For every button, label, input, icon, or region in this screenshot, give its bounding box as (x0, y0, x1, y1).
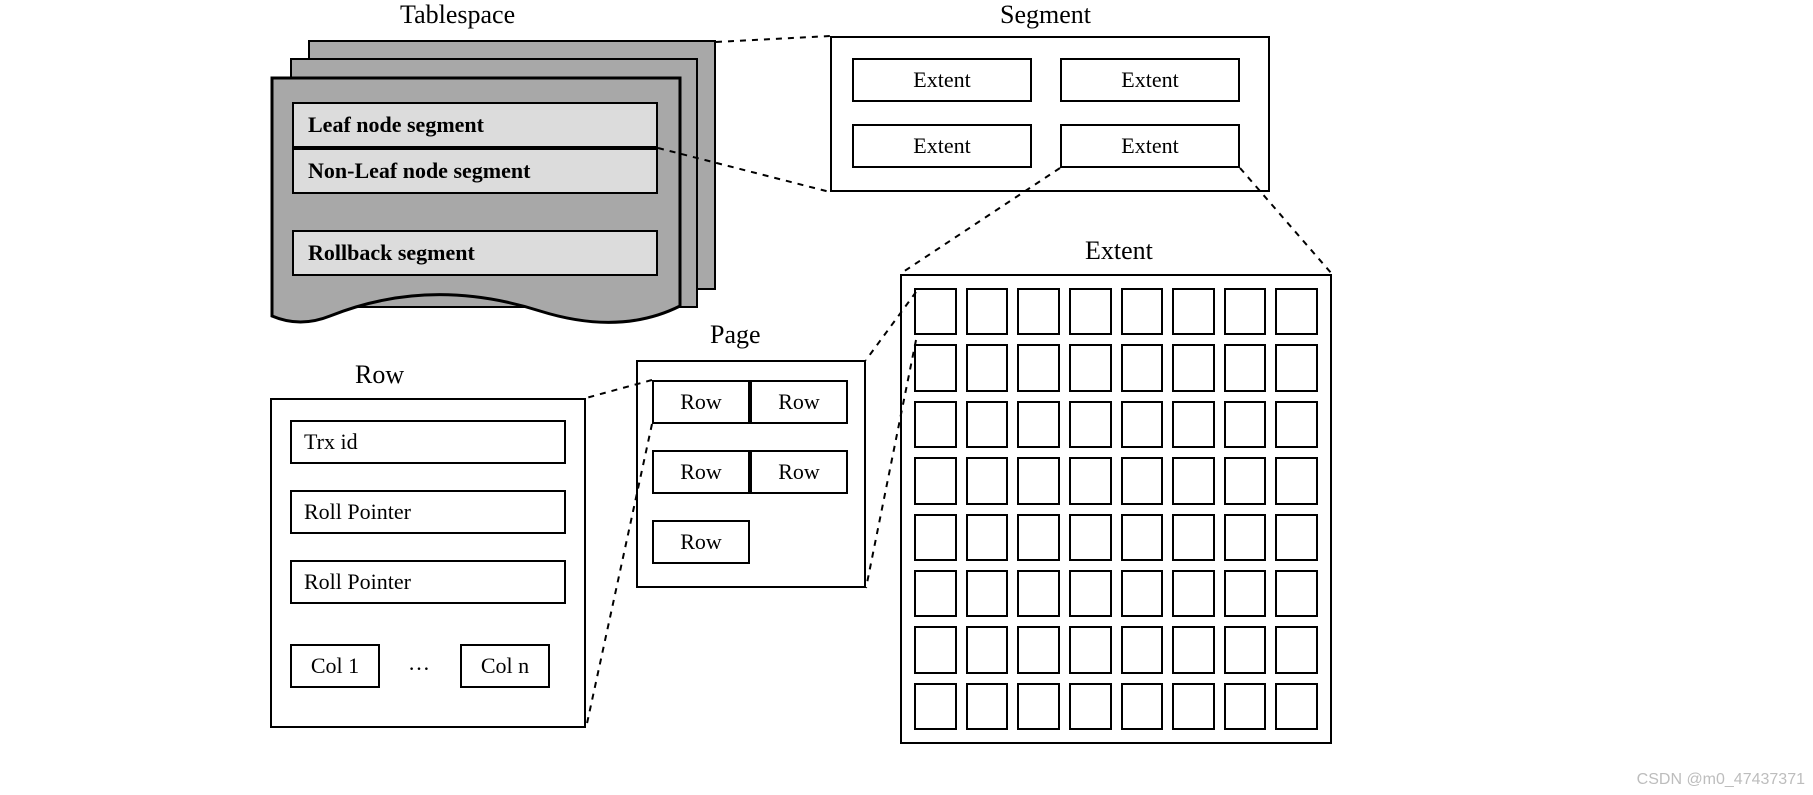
extent-cell (1121, 683, 1164, 730)
extent-cell (1017, 514, 1060, 561)
extent-cell (1224, 570, 1267, 617)
tablespace-segment-leaf: Leaf node segment (292, 102, 658, 148)
extent-cell (1172, 570, 1215, 617)
extent-cell (1275, 626, 1318, 673)
extent-cell (1017, 457, 1060, 504)
row-col-first: Col 1 (290, 644, 380, 688)
extent-cell (1017, 401, 1060, 448)
page-row-3: Row (652, 450, 750, 494)
extent-cell (914, 344, 957, 391)
extent-cell (914, 288, 957, 335)
extent-cell (1275, 288, 1318, 335)
extent-cell (914, 401, 957, 448)
row-cols-ellipsis: … (408, 650, 430, 676)
extent-cell (966, 288, 1009, 335)
tablespace-title: Tablespace (400, 0, 515, 30)
extent-cell (1069, 288, 1112, 335)
tablespace-segment-rollback: Rollback segment (292, 230, 658, 276)
page-row-2: Row (750, 380, 848, 424)
extent-cell (1121, 626, 1164, 673)
extent-cell (1121, 514, 1164, 561)
extent-cell (1224, 344, 1267, 391)
page-row-5: Row (652, 520, 750, 564)
extent-cell (1224, 514, 1267, 561)
extent-cell (1069, 570, 1112, 617)
extent-cell (1017, 288, 1060, 335)
segment-extent-1: Extent (852, 58, 1032, 102)
extent-cell (966, 457, 1009, 504)
extent-cell (1069, 626, 1112, 673)
extent-cell (1275, 514, 1318, 561)
extent-cell (914, 683, 957, 730)
extent-cell (966, 401, 1009, 448)
extent-cell (914, 570, 957, 617)
extent-cell (1017, 570, 1060, 617)
segment-extent-2: Extent (1060, 58, 1240, 102)
row-col-last: Col n (460, 644, 550, 688)
extent-cell (1121, 288, 1164, 335)
row-field-rollptr-1: Roll Pointer (290, 490, 566, 534)
extent-cell (1172, 344, 1215, 391)
extent-cell (966, 683, 1009, 730)
extent-cell (1069, 457, 1112, 504)
extent-cell (1017, 683, 1060, 730)
extent-cell (1275, 683, 1318, 730)
extent-cell (914, 457, 957, 504)
extent-cell (1172, 401, 1215, 448)
row-title: Row (355, 360, 404, 390)
extent-cell (1017, 344, 1060, 391)
extent-cell (1172, 457, 1215, 504)
row-field-rollptr-2: Roll Pointer (290, 560, 566, 604)
extent-cell (1172, 288, 1215, 335)
extent-cell (1224, 683, 1267, 730)
extent-cell (1121, 344, 1164, 391)
page-title: Page (710, 320, 761, 350)
watermark: CSDN @m0_47437371 (1637, 771, 1805, 789)
segment-extent-4: Extent (1060, 124, 1240, 168)
extent-title: Extent (1085, 236, 1153, 266)
extent-cell (966, 626, 1009, 673)
extent-cell (1275, 457, 1318, 504)
extent-cell (914, 626, 957, 673)
extent-cell (966, 514, 1009, 561)
extent-cell (1275, 344, 1318, 391)
extent-cell (1069, 683, 1112, 730)
extent-cell (1069, 514, 1112, 561)
extent-cell (1224, 288, 1267, 335)
row-field-trxid: Trx id (290, 420, 566, 464)
extent-cell (1017, 626, 1060, 673)
tablespace-segment-nonleaf: Non-Leaf node segment (292, 148, 658, 194)
page-row-1: Row (652, 380, 750, 424)
extent-cell (1172, 514, 1215, 561)
extent-cell (1275, 401, 1318, 448)
extent-cell (1121, 570, 1164, 617)
extent-cell (914, 514, 957, 561)
extent-cell (1172, 683, 1215, 730)
extent-cell (966, 344, 1009, 391)
extent-cell (1275, 570, 1318, 617)
page-row-4: Row (750, 450, 848, 494)
segment-extent-3: Extent (852, 124, 1032, 168)
extent-cell (966, 570, 1009, 617)
extent-cell (1121, 457, 1164, 504)
extent-cell (1121, 401, 1164, 448)
extent-cell (1069, 344, 1112, 391)
extent-cell (1172, 626, 1215, 673)
extent-cell (1224, 626, 1267, 673)
extent-cell (1224, 457, 1267, 504)
extent-cell (1224, 401, 1267, 448)
extent-cell (1069, 401, 1112, 448)
segment-title: Segment (1000, 0, 1091, 30)
